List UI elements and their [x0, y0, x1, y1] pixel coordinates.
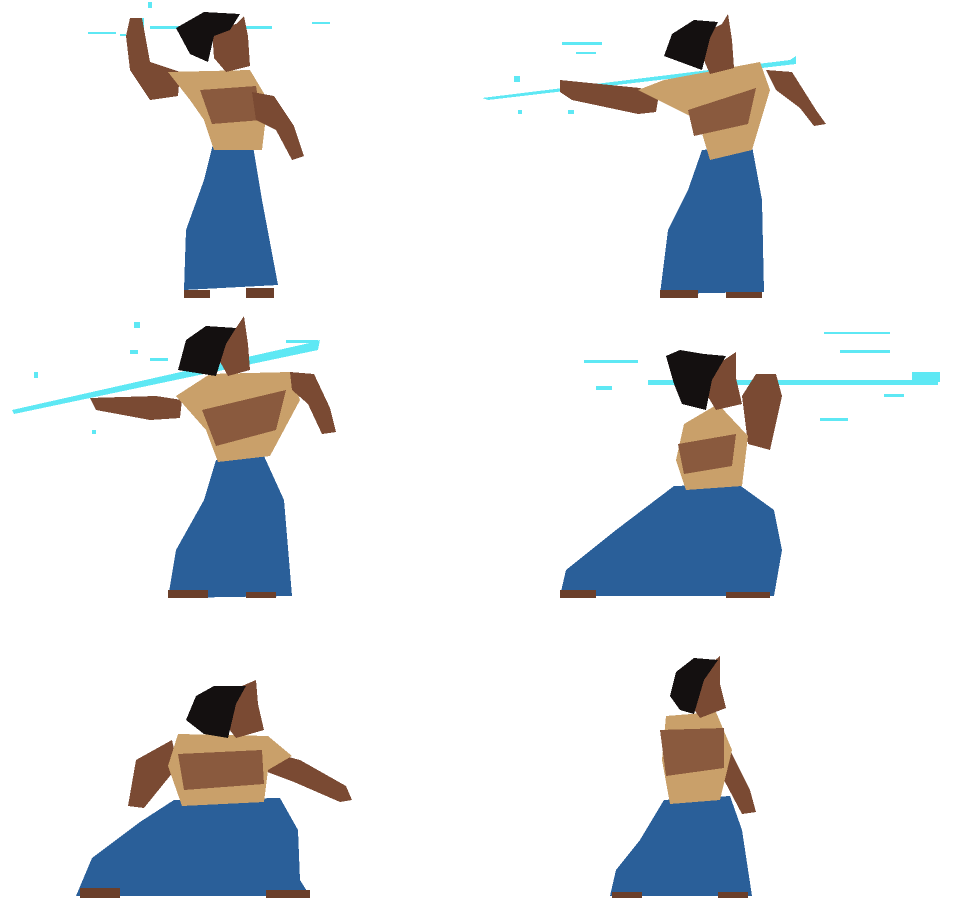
- sprite-frame-4: [480, 300, 960, 600]
- sprite-frame-1: [0, 0, 480, 300]
- sprite-frame-2: [480, 0, 960, 300]
- hair: [666, 350, 726, 410]
- extended-arm: [262, 750, 352, 802]
- sprite-frame-6: [480, 600, 960, 900]
- skirt: [168, 456, 292, 598]
- frame-4-figure: [560, 332, 940, 598]
- back-arm: [252, 92, 304, 160]
- frame-2-figure: [482, 14, 826, 298]
- skirt: [76, 798, 310, 896]
- back-arm: [128, 740, 178, 808]
- back-arm: [766, 70, 826, 126]
- water-stream: [584, 332, 940, 421]
- hair: [178, 326, 236, 376]
- raised-arm: [126, 18, 180, 100]
- extended-arm: [560, 80, 658, 114]
- hair: [186, 686, 246, 738]
- skirt: [660, 146, 764, 294]
- hair: [176, 12, 240, 62]
- frame-1-figure: [88, 2, 330, 298]
- frame-6-figure: [610, 656, 756, 898]
- raised-arm: [742, 374, 782, 450]
- extended-arm: [90, 396, 182, 420]
- head: [702, 14, 734, 74]
- sprite-frame-5: [0, 600, 480, 900]
- head: [218, 316, 250, 376]
- hair: [670, 658, 718, 714]
- skirt: [610, 796, 752, 896]
- skirt: [560, 484, 782, 596]
- sprite-frame-3: [0, 300, 480, 600]
- hair: [664, 20, 718, 70]
- skirt: [184, 140, 278, 290]
- back-arm: [290, 372, 336, 434]
- frame-3-figure: [12, 316, 336, 598]
- frame-5-figure: [76, 680, 352, 898]
